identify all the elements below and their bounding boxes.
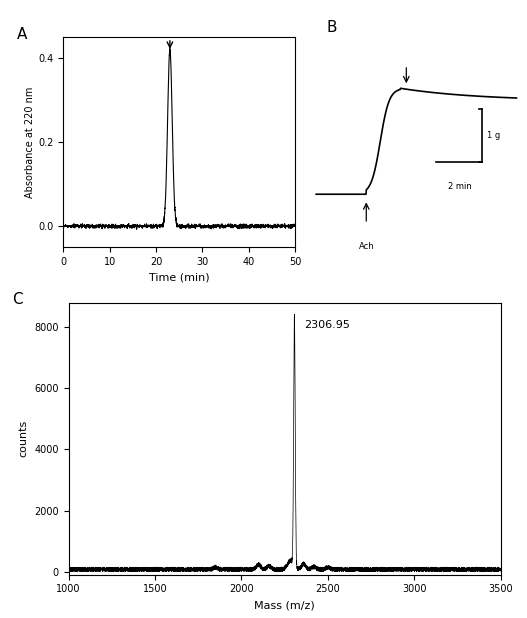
Text: 1 g: 1 g <box>487 132 501 140</box>
X-axis label: Mass (m/z): Mass (m/z) <box>254 600 315 610</box>
Text: A: A <box>17 27 27 41</box>
Y-axis label: counts: counts <box>18 420 28 457</box>
Y-axis label: Absorbance at 220 nm: Absorbance at 220 nm <box>25 87 35 198</box>
Text: 2306.95: 2306.95 <box>304 320 350 330</box>
Text: Ach: Ach <box>358 242 374 251</box>
Text: B: B <box>326 20 337 35</box>
X-axis label: Time (min): Time (min) <box>149 273 210 282</box>
Text: C: C <box>12 292 23 307</box>
Text: 2 min: 2 min <box>447 182 471 190</box>
